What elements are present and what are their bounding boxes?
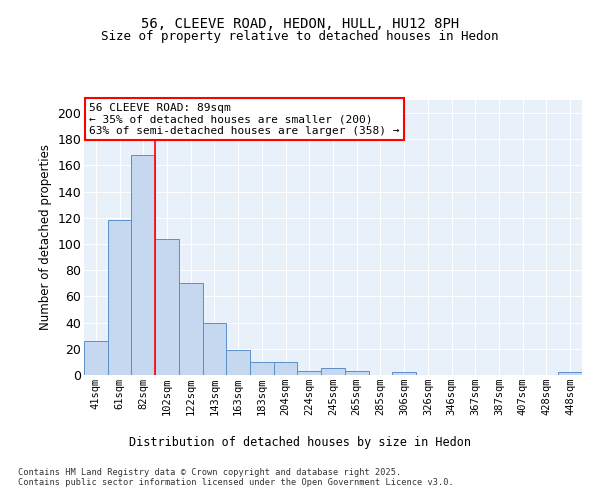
Bar — [84, 341, 108, 375]
Bar — [155, 239, 179, 375]
Text: Size of property relative to detached houses in Hedon: Size of property relative to detached ho… — [101, 30, 499, 43]
Bar — [108, 220, 131, 375]
Bar — [179, 284, 203, 375]
Text: 56 CLEEVE ROAD: 89sqm
← 35% of detached houses are smaller (200)
63% of semi-det: 56 CLEEVE ROAD: 89sqm ← 35% of detached … — [89, 103, 400, 136]
Bar — [226, 350, 250, 375]
Text: Distribution of detached houses by size in Hedon: Distribution of detached houses by size … — [129, 436, 471, 449]
Text: 56, CLEEVE ROAD, HEDON, HULL, HU12 8PH: 56, CLEEVE ROAD, HEDON, HULL, HU12 8PH — [141, 18, 459, 32]
Bar — [131, 155, 155, 375]
Bar — [274, 362, 298, 375]
Bar — [298, 371, 321, 375]
Bar — [345, 371, 368, 375]
Bar — [250, 362, 274, 375]
Text: Contains HM Land Registry data © Crown copyright and database right 2025.
Contai: Contains HM Land Registry data © Crown c… — [18, 468, 454, 487]
Bar — [392, 372, 416, 375]
Y-axis label: Number of detached properties: Number of detached properties — [39, 144, 52, 330]
Bar — [558, 372, 582, 375]
Bar — [321, 368, 345, 375]
Bar — [203, 322, 226, 375]
